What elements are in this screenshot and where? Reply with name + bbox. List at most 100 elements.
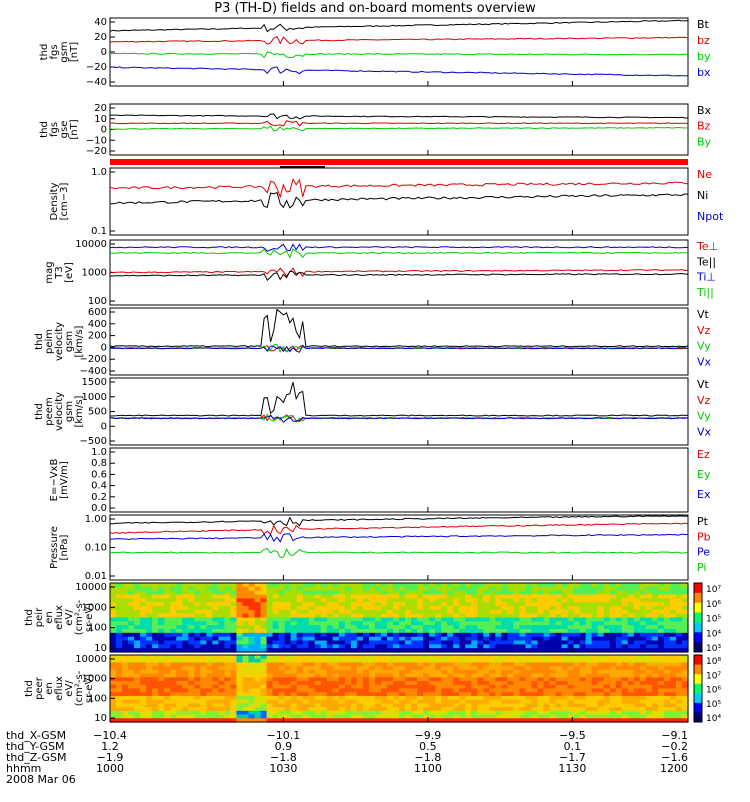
- heatmap-cell: [567, 594, 575, 599]
- heatmap-cell: [116, 677, 123, 682]
- heatmap-cell: [332, 688, 340, 693]
- heatmap-cell: [284, 613, 292, 619]
- heatmap-cell: [350, 718, 358, 723]
- y-tick-label: 1000: [82, 674, 107, 685]
- heatmap-cell: [266, 658, 274, 664]
- heatmap-cell: [621, 688, 629, 693]
- heatmap-cell: [681, 629, 689, 634]
- heatmap-cell: [543, 609, 551, 615]
- heatmap-cell: [350, 606, 358, 611]
- heatmap-cell: [200, 692, 207, 697]
- heatmap-cell: [152, 640, 159, 645]
- heatmap-cell: [471, 602, 478, 607]
- heatmap-cell: [356, 636, 364, 642]
- heatmap-cell: [212, 681, 219, 686]
- heatmap-cell: [230, 677, 238, 682]
- heatmap-cell: [320, 590, 328, 596]
- heatmap-cell: [435, 714, 442, 719]
- heatmap-cell: [296, 684, 304, 690]
- heatmap-cell: [212, 590, 219, 596]
- heatmap-cell: [128, 594, 135, 599]
- heatmap-cell: [284, 583, 292, 588]
- heatmap-cell: [639, 681, 647, 686]
- heatmap-cell: [140, 644, 147, 649]
- heatmap-cell: [453, 710, 460, 716]
- heatmap-cell: [296, 629, 304, 634]
- heatmap-cell: [344, 662, 352, 667]
- heatmap-cell: [272, 613, 280, 619]
- heatmap-cell: [669, 602, 677, 607]
- heatmap-cell: [555, 718, 563, 723]
- heatmap-cell: [501, 625, 508, 630]
- heatmap-cell: [429, 598, 436, 603]
- heatmap-cell: [230, 629, 238, 634]
- heatmap-cell: [116, 590, 123, 596]
- heatmap-cell: [218, 629, 225, 634]
- heatmap-cell: [447, 583, 454, 588]
- heatmap-cell: [248, 586, 256, 592]
- heatmap-cell: [146, 655, 153, 660]
- heatmap-cell: [669, 644, 677, 649]
- heatmap-cell: [483, 613, 490, 619]
- heatmap-cell: [116, 609, 123, 615]
- heatmap-cell: [549, 669, 557, 675]
- heatmap-cell: [254, 681, 262, 686]
- heatmap-cell: [651, 636, 659, 642]
- heatmap-cell: [392, 681, 400, 686]
- heatmap-cell: [573, 648, 581, 653]
- heatmap-cell: [326, 714, 334, 719]
- heatmap-cell: [597, 669, 605, 675]
- heatmap-cell: [158, 703, 165, 708]
- heatmap-cell: [224, 586, 232, 592]
- heatmap-cell: [459, 707, 466, 712]
- heatmap-cell: [212, 673, 219, 678]
- heatmap-cell: [236, 666, 244, 671]
- colorbar-tick-label: 10⁵: [706, 700, 721, 710]
- heatmap-cell: [152, 695, 159, 701]
- heatmap-cell: [338, 632, 346, 638]
- heatmap-cell: [176, 594, 183, 599]
- heatmap-cell: [350, 625, 358, 630]
- heatmap-cell: [483, 714, 490, 719]
- heatmap-cell: [224, 707, 232, 712]
- heatmap-cell: [152, 684, 159, 690]
- y-axis-label: [km/s]: [74, 325, 85, 357]
- heatmap-cell: [164, 658, 171, 664]
- heatmap-cell: [429, 629, 436, 634]
- heatmap-cell: [447, 586, 454, 592]
- heatmap-cell: [326, 695, 334, 701]
- heatmap-cell: [230, 699, 238, 704]
- heatmap-cell: [326, 648, 334, 653]
- series-line-Pi: [109, 548, 689, 558]
- heatmap-cell: [158, 681, 165, 686]
- heatmap-cell: [405, 640, 412, 645]
- heatmap-cell: [362, 617, 370, 622]
- heatmap-cell: [399, 684, 406, 690]
- heatmap-cell: [332, 677, 340, 682]
- heatmap-cell: [621, 609, 629, 615]
- heatmap-cell: [561, 617, 569, 622]
- heatmap-cell: [573, 602, 581, 607]
- heatmap-cell: [296, 636, 304, 642]
- heatmap-cell: [230, 609, 238, 615]
- heatmap-cell: [609, 714, 617, 719]
- heatmap-cell: [362, 714, 370, 719]
- heatmap-cell: [344, 636, 352, 642]
- heatmap-cell: [507, 583, 514, 588]
- heatmap-cell: [164, 644, 171, 649]
- heatmap-cell: [639, 648, 647, 653]
- heatmap-cell: [507, 669, 514, 675]
- heatmap-cell: [579, 707, 587, 712]
- heatmap-cell: [477, 590, 484, 596]
- heatmap-cell: [483, 617, 490, 622]
- heatmap-cell: [386, 606, 394, 611]
- heatmap-cell: [543, 662, 551, 667]
- heatmap-cell: [561, 684, 569, 690]
- heatmap-cell: [224, 609, 232, 615]
- heatmap-cell: [519, 718, 527, 723]
- heatmap-cell: [242, 629, 250, 634]
- heatmap-cell: [405, 666, 412, 671]
- heatmap-cell: [170, 669, 177, 675]
- heatmap-cell: [495, 655, 502, 660]
- heatmap-cell: [477, 707, 484, 712]
